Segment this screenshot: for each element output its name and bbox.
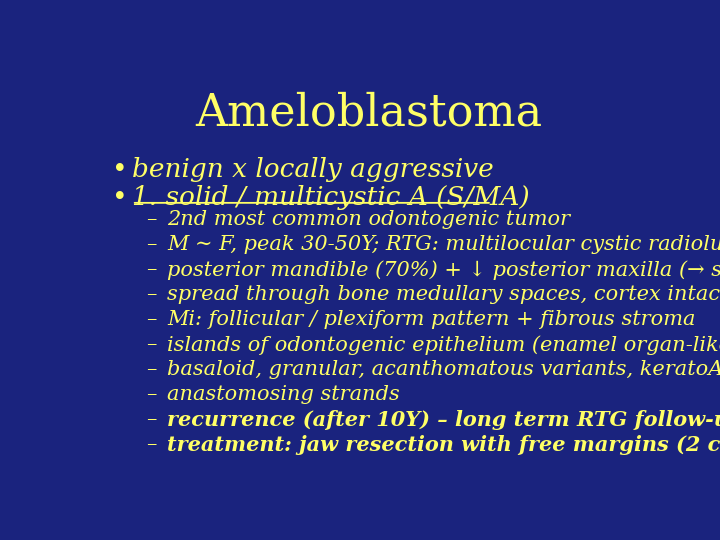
Text: –: –: [145, 260, 156, 279]
Text: islands of odontogenic epithelium (enamel organ-like): islands of odontogenic epithelium (ename…: [167, 335, 720, 355]
Text: –: –: [145, 385, 156, 404]
Text: 2nd most common odontogenic tumor: 2nd most common odontogenic tumor: [167, 210, 570, 230]
Text: –: –: [145, 435, 156, 454]
Text: •: •: [112, 185, 128, 211]
Text: treatment: jaw resection with free margins (2 cm): treatment: jaw resection with free margi…: [167, 435, 720, 455]
Text: Mi: follicular / plexiform pattern + fibrous stroma: Mi: follicular / plexiform pattern + fib…: [167, 310, 696, 329]
Text: –: –: [145, 335, 156, 354]
Text: –: –: [145, 210, 156, 230]
Text: –: –: [145, 285, 156, 304]
Text: recurrence (after 10Y) – long term RTG follow-up !!!: recurrence (after 10Y) – long term RTG f…: [167, 410, 720, 430]
Text: –: –: [145, 360, 156, 379]
Text: benign x locally aggressive: benign x locally aggressive: [132, 157, 494, 182]
Text: basaloid, granular, acanthomatous variants, keratoA: basaloid, granular, acanthomatous varian…: [167, 360, 720, 379]
Text: –: –: [145, 235, 156, 254]
Text: –: –: [145, 410, 156, 429]
Text: posterior mandible (70%) + ↓ posterior maxilla (→ skull): posterior mandible (70%) + ↓ posterior m…: [167, 260, 720, 280]
Text: M ∼ F, peak 30-50Y; RTG: multilocular cystic radiolucency: M ∼ F, peak 30-50Y; RTG: multilocular cy…: [167, 235, 720, 254]
Text: •: •: [112, 157, 128, 182]
Text: 1. solid / multicystic A (S/MA): 1. solid / multicystic A (S/MA): [132, 185, 529, 211]
Text: Ameloblastoma: Ameloblastoma: [195, 92, 543, 135]
Text: spread through bone medullary spaces, cortex intact: spread through bone medullary spaces, co…: [167, 285, 720, 304]
Text: –: –: [145, 310, 156, 329]
Text: anastomosing strands: anastomosing strands: [167, 385, 400, 404]
